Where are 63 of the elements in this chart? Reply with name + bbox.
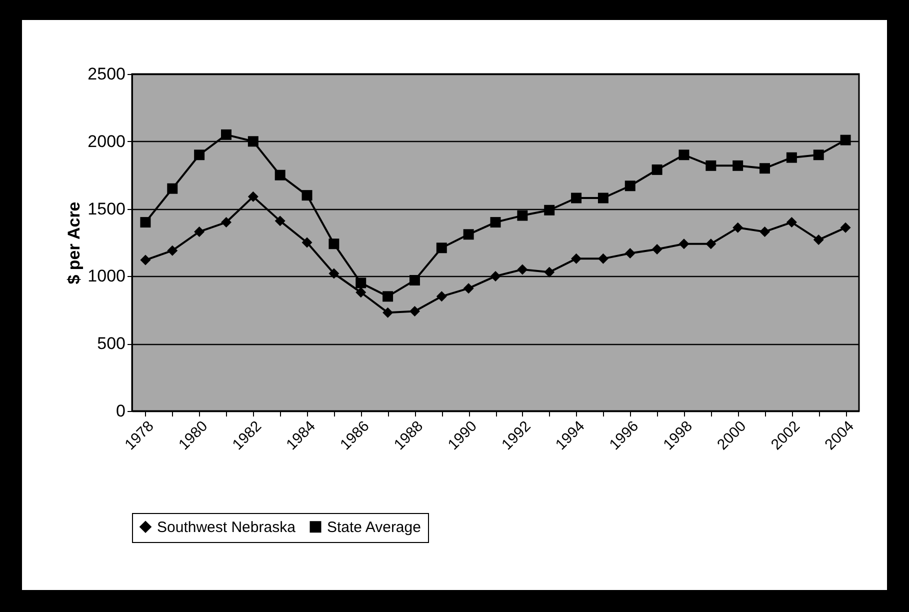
point xyxy=(194,226,205,237)
point xyxy=(624,248,636,259)
point xyxy=(274,170,286,180)
point xyxy=(571,253,582,264)
point xyxy=(220,129,232,140)
point xyxy=(598,253,608,264)
point xyxy=(544,204,555,216)
point xyxy=(840,134,851,146)
point xyxy=(813,234,824,246)
point xyxy=(490,217,501,228)
point xyxy=(302,237,312,248)
point xyxy=(436,242,447,254)
point xyxy=(598,192,608,204)
point xyxy=(760,226,770,237)
y-tick-label: 2500 xyxy=(88,64,126,84)
y-tick-label: 2000 xyxy=(88,132,126,151)
point xyxy=(652,164,662,175)
point xyxy=(167,245,178,256)
y-tick-label: 500 xyxy=(97,334,126,354)
point xyxy=(652,244,662,254)
point xyxy=(356,287,366,298)
point xyxy=(382,307,394,318)
point xyxy=(732,222,744,233)
point xyxy=(220,217,232,228)
point xyxy=(302,190,312,201)
point xyxy=(409,275,420,286)
point xyxy=(517,264,528,275)
point xyxy=(167,183,178,194)
point xyxy=(140,254,151,266)
y-tick-label: 1500 xyxy=(88,199,126,218)
y-tick-label: 0 xyxy=(116,402,126,420)
legend-label: Southwest Nebraska xyxy=(157,518,296,536)
point xyxy=(678,150,690,160)
point xyxy=(436,291,447,302)
point xyxy=(248,136,258,147)
point xyxy=(706,160,716,171)
point xyxy=(274,216,286,226)
point xyxy=(786,152,797,163)
point xyxy=(140,217,151,228)
point xyxy=(624,180,636,192)
point xyxy=(463,229,474,240)
legend-label: State Average xyxy=(327,518,421,536)
y-axis-title: $ per Acre xyxy=(64,202,84,284)
point xyxy=(544,266,555,278)
point xyxy=(760,163,770,174)
point xyxy=(706,238,716,250)
y-tick-label: 1000 xyxy=(88,266,126,286)
point xyxy=(813,150,824,160)
point xyxy=(840,222,851,233)
point xyxy=(732,160,744,171)
point xyxy=(517,210,528,221)
point xyxy=(328,238,340,250)
point xyxy=(409,306,420,316)
point xyxy=(328,268,340,279)
point xyxy=(490,270,501,282)
point xyxy=(382,291,394,302)
point xyxy=(248,191,258,202)
point xyxy=(571,192,582,204)
point xyxy=(786,217,797,228)
point xyxy=(194,150,205,160)
point xyxy=(463,283,474,294)
point xyxy=(356,278,366,288)
point xyxy=(678,238,690,250)
